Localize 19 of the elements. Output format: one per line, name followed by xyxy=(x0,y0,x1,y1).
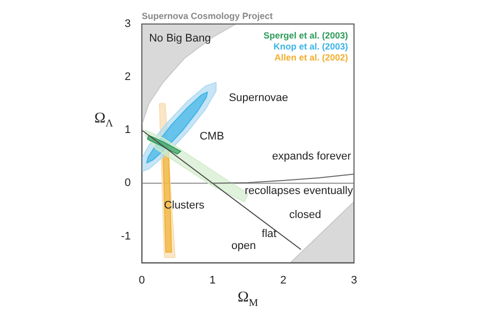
text: Spergel et al. (2003) xyxy=(263,30,348,40)
y-tick-label: 1 xyxy=(124,124,131,136)
annotation: flat xyxy=(262,228,276,240)
x-tick-label: 2 xyxy=(280,274,286,286)
chart-title: Supernova Cosmology Project xyxy=(142,10,273,21)
text: Knop et al. (2003) xyxy=(273,41,348,52)
annotation: expands forever xyxy=(272,150,352,163)
y-tick-label: -1 xyxy=(121,230,131,242)
y-tick-label: 0 xyxy=(124,177,131,190)
x-tick-label: 3 xyxy=(350,274,358,286)
annotation: open xyxy=(231,240,256,252)
y-tick-label: 3 xyxy=(124,18,131,30)
annotation: CMB xyxy=(200,130,224,142)
text: Allen et al. (2002) xyxy=(274,52,348,62)
annotation: recollapses eventually xyxy=(244,185,354,198)
x-tick-label: 0 xyxy=(138,274,145,286)
y-tick-label: 2 xyxy=(124,71,131,84)
x-tick-label: 1 xyxy=(209,274,216,286)
annotation: Supernovae xyxy=(228,92,288,104)
